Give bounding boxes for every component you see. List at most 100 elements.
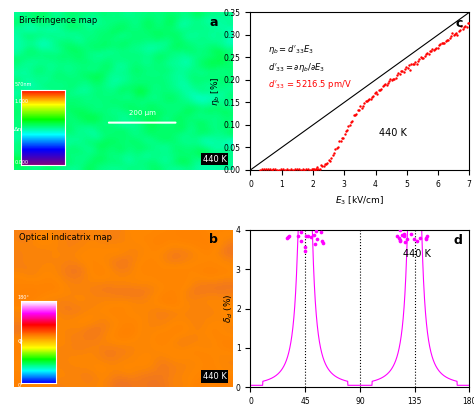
Point: [440, 40, 448, 47]
Point: [356, 103, 364, 110]
Point: [302, 165, 310, 172]
Point: [262, 166, 270, 172]
Point: [426, 48, 434, 54]
Point: [311, 241, 319, 248]
Point: [359, 103, 367, 109]
Point: [343, 127, 351, 134]
Point: [430, 47, 438, 54]
Point: [275, 166, 283, 173]
Point: [308, 234, 315, 241]
Point: [284, 234, 292, 241]
Point: [411, 59, 419, 66]
Point: [365, 96, 372, 103]
Point: [393, 71, 401, 78]
Point: [451, 30, 459, 37]
Point: [371, 89, 379, 96]
Point: [313, 236, 321, 243]
Point: [258, 166, 265, 172]
Point: [321, 161, 328, 167]
Point: [422, 236, 430, 243]
Point: [391, 76, 398, 82]
Point: [401, 232, 408, 239]
Text: a: a: [209, 16, 218, 28]
Point: [310, 166, 318, 173]
Point: [450, 31, 457, 38]
Point: [409, 61, 417, 68]
Point: [256, 166, 264, 173]
Point: [360, 100, 368, 106]
X-axis label: $E_3$ [kV/cm]: $E_3$ [kV/cm]: [335, 194, 384, 207]
Point: [333, 145, 340, 152]
Text: 440 K: 440 K: [202, 372, 227, 381]
Point: [289, 166, 297, 173]
Point: [417, 53, 424, 60]
Point: [403, 235, 411, 242]
Point: [402, 63, 410, 70]
Point: [379, 83, 386, 90]
Point: [396, 70, 403, 77]
Point: [329, 151, 337, 158]
Point: [309, 166, 317, 173]
Point: [372, 89, 380, 96]
Point: [310, 232, 318, 238]
Text: Birefringence map: Birefringence map: [18, 16, 97, 24]
Point: [313, 227, 320, 234]
Point: [365, 96, 373, 102]
Point: [460, 24, 468, 30]
Point: [362, 98, 369, 104]
Point: [435, 42, 443, 48]
Text: d: d: [454, 234, 463, 248]
Point: [363, 97, 371, 104]
Point: [326, 158, 334, 164]
Point: [452, 30, 460, 37]
Point: [301, 166, 308, 173]
Point: [345, 123, 352, 129]
Point: [462, 23, 469, 30]
Point: [338, 135, 346, 141]
Point: [423, 233, 430, 240]
Point: [406, 66, 414, 73]
Text: $\eta_b = d'_{33}E_3$: $\eta_b = d'_{33}E_3$: [268, 44, 314, 56]
Point: [384, 80, 392, 87]
Point: [396, 237, 403, 243]
Point: [336, 137, 343, 144]
Point: [319, 163, 327, 170]
Point: [317, 229, 325, 235]
Point: [385, 78, 393, 84]
Point: [404, 65, 411, 71]
Point: [413, 237, 420, 244]
Point: [316, 165, 323, 172]
Point: [437, 41, 444, 47]
Point: [394, 70, 402, 76]
Point: [301, 243, 309, 250]
Point: [285, 166, 293, 173]
Point: [418, 55, 426, 62]
Point: [295, 165, 302, 172]
Point: [408, 231, 415, 238]
Point: [392, 75, 400, 82]
Point: [446, 35, 453, 41]
Point: [421, 53, 428, 60]
Point: [400, 232, 408, 239]
Point: [297, 166, 304, 173]
Point: [387, 76, 394, 82]
Point: [396, 238, 403, 245]
Text: 200 μm: 200 μm: [129, 110, 155, 116]
Point: [287, 166, 295, 172]
Point: [374, 91, 381, 98]
Point: [297, 229, 304, 236]
Point: [401, 66, 409, 73]
Point: [382, 80, 389, 87]
Point: [270, 166, 277, 172]
Point: [353, 111, 360, 118]
Point: [399, 68, 406, 75]
Point: [304, 233, 311, 240]
Point: [425, 50, 432, 57]
Point: [428, 45, 436, 52]
Point: [398, 232, 405, 238]
Point: [299, 166, 306, 173]
Point: [376, 87, 384, 94]
Point: [291, 166, 299, 172]
Point: [358, 105, 365, 111]
Point: [388, 77, 396, 83]
